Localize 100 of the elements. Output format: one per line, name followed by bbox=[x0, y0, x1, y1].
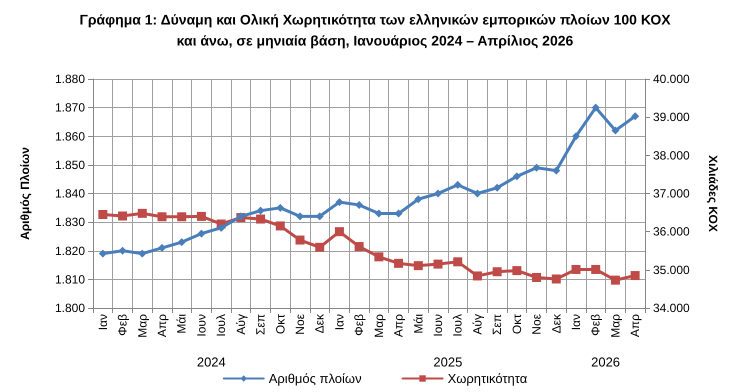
y2-tick-label: 40.000 bbox=[653, 72, 690, 86]
point bbox=[572, 264, 580, 274]
y-tick-label: 1.800 bbox=[54, 301, 86, 315]
point bbox=[414, 195, 422, 204]
point bbox=[434, 190, 442, 198]
point bbox=[354, 242, 364, 252]
y-tick-label: 1.860 bbox=[54, 129, 86, 144]
point bbox=[532, 272, 542, 282]
point bbox=[512, 172, 521, 180]
y-tick-label: 1.840 bbox=[54, 186, 86, 200]
point bbox=[473, 190, 482, 198]
point bbox=[454, 180, 462, 189]
x-tick-label: Ιαν bbox=[332, 314, 346, 330]
x-tick-label: Ιουλ bbox=[450, 314, 465, 337]
y-tick-label: 1.850 bbox=[54, 158, 86, 172]
point bbox=[256, 214, 266, 224]
y2-axis-title: Χιλιάδες ΚΟΧ bbox=[706, 155, 720, 232]
x-tick-label: Φεβ bbox=[588, 314, 603, 336]
point bbox=[552, 274, 561, 284]
legend-label: Αριθμός πλοίων bbox=[268, 371, 362, 386]
x-tick-label: Ιουλ bbox=[214, 314, 228, 337]
point bbox=[158, 212, 166, 222]
x-tick-label: Δεκ bbox=[312, 313, 327, 334]
point bbox=[177, 212, 186, 222]
point bbox=[196, 212, 206, 221]
x-tick-label: Νοε bbox=[293, 313, 307, 335]
point bbox=[256, 206, 265, 215]
point bbox=[118, 212, 128, 221]
point bbox=[178, 238, 186, 246]
point bbox=[315, 242, 324, 252]
point bbox=[98, 250, 107, 258]
chart-title: Γράφημα 1: Δύναμη και Ολική Χωρητικότητα των ελληνικών εμπορικών πλοίων 100 ΚΟΧ και άνω, σε μηνιαία βάση, Ιανουάριος 2024 – Απρίλιος 2026 bbox=[79, 12, 672, 48]
y2-tick-label: 37.000 bbox=[653, 186, 690, 200]
point bbox=[394, 258, 404, 268]
x-tick-label: Φεβ bbox=[352, 314, 366, 336]
y-tick-label: 1.870 bbox=[54, 100, 86, 115]
y2-tick-label: 39.000 bbox=[653, 110, 690, 124]
point bbox=[335, 198, 344, 206]
y-tick-label: 1.830 bbox=[54, 215, 86, 230]
y2-tick-label: 36.000 bbox=[653, 224, 690, 239]
legend-label: Χωρητικότητα bbox=[448, 371, 528, 386]
y-tick-label: 1.810 bbox=[54, 272, 86, 286]
point bbox=[355, 200, 364, 209]
x-tick-label: Ιουν bbox=[194, 314, 208, 337]
x-tick-label: Αύγ bbox=[470, 314, 484, 335]
x-tick-label: Απρ bbox=[392, 314, 406, 338]
point bbox=[197, 230, 206, 238]
y-tick-label: 1.820 bbox=[54, 244, 86, 258]
point bbox=[492, 267, 502, 276]
point bbox=[611, 126, 620, 135]
point bbox=[472, 271, 482, 280]
point bbox=[414, 261, 423, 270]
y-tick-label: 1.880 bbox=[54, 72, 86, 86]
text: 2024 bbox=[196, 354, 226, 370]
point bbox=[158, 244, 166, 252]
point bbox=[493, 184, 502, 192]
x-tick-label: Οκτ bbox=[510, 314, 524, 334]
point bbox=[118, 246, 127, 255]
y2-tick-label: 38.000 bbox=[653, 148, 690, 162]
x-tick-label: Σεπ bbox=[254, 314, 268, 336]
point bbox=[532, 164, 541, 172]
x-tick-label: Μαρ bbox=[135, 314, 150, 338]
x-tick-label: Ιαν bbox=[569, 314, 583, 330]
point bbox=[631, 112, 640, 120]
x-tick-label: Μαρ bbox=[372, 314, 386, 338]
x-tick-label: Δεκ bbox=[549, 313, 564, 334]
point bbox=[512, 266, 522, 276]
point bbox=[434, 260, 442, 269]
point bbox=[276, 221, 285, 230]
y2-tick-label: 35.000 bbox=[653, 262, 690, 277]
point bbox=[138, 208, 147, 218]
point bbox=[610, 276, 620, 285]
x-tick-label: Μαρ bbox=[608, 314, 622, 338]
x-tick-label: Οκτ bbox=[273, 314, 288, 334]
point bbox=[276, 204, 284, 212]
y2-tick-label: 34.000 bbox=[653, 301, 690, 315]
point bbox=[591, 264, 600, 274]
point bbox=[572, 132, 580, 140]
point bbox=[630, 271, 640, 280]
x-tick-label: Απρ bbox=[628, 314, 642, 338]
x-tick-label: Ιαν bbox=[96, 314, 110, 330]
x-tick-label: Αύγ bbox=[234, 314, 248, 335]
point bbox=[592, 104, 600, 112]
point bbox=[98, 210, 108, 219]
point bbox=[552, 166, 560, 175]
point bbox=[334, 227, 344, 236]
point bbox=[296, 212, 304, 220]
x-tick-label: Σεπ bbox=[490, 314, 504, 336]
x-tick-label: Μάι bbox=[174, 314, 189, 334]
x-tick-label: Φεβ bbox=[116, 314, 130, 336]
point bbox=[453, 257, 462, 266]
x-tick-label: Μάι bbox=[411, 314, 426, 334]
point bbox=[138, 250, 146, 258]
x-tick-label: Ιουν bbox=[431, 314, 445, 337]
x-tick-label: Απρ bbox=[155, 314, 169, 338]
x-tick-label: Νοε bbox=[530, 313, 544, 335]
point bbox=[296, 236, 304, 245]
point bbox=[374, 252, 384, 262]
point bbox=[217, 224, 226, 232]
y-axis-title: Αριθμός Πλοίων bbox=[18, 146, 32, 240]
